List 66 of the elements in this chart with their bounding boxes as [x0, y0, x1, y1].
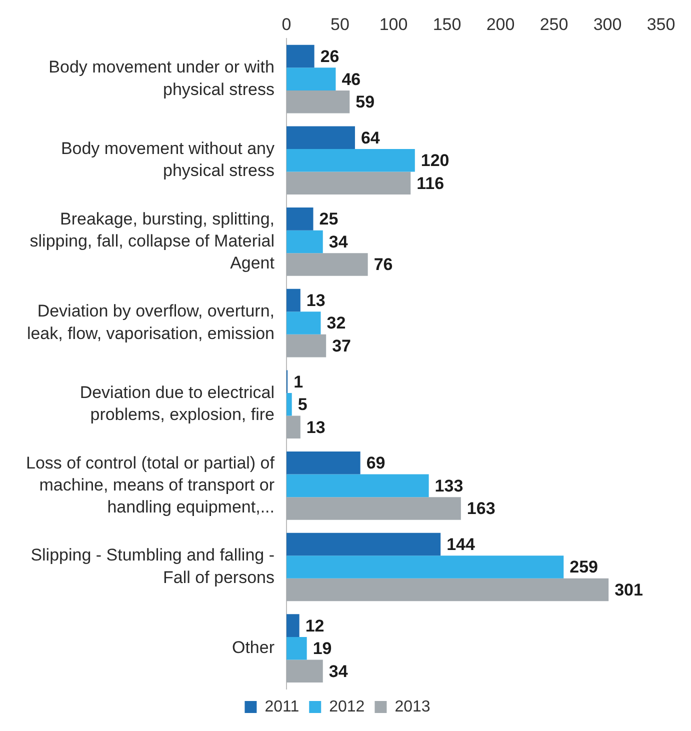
x-tick-label: 300 — [593, 14, 622, 34]
bar — [286, 532, 441, 556]
data-label: 25 — [319, 210, 338, 229]
data-label: 144 — [446, 534, 476, 554]
bar — [286, 334, 326, 358]
y-tick-label: Deviation due to electrical problems, explosion, fire — [80, 383, 274, 424]
y-tick-label: Body movement under or with physical stress — [48, 58, 274, 99]
y-tick-label: Breakage, bursting, splitting, slipping, fall, collapse of Material Agent — [30, 209, 275, 272]
data-label: 19 — [312, 639, 332, 658]
bar — [286, 68, 336, 90]
legend-label: 2012 — [329, 698, 365, 716]
bar — [286, 416, 300, 439]
y-tick-label: Deviation by overflow, overturn, leak, flow, vaporisation, emission — [26, 302, 274, 343]
y-tick-label: Body movement without any physical stress — [60, 139, 275, 180]
legend-label: 2011 — [264, 698, 300, 716]
data-label: 13 — [306, 418, 326, 437]
data-label: 259 — [570, 558, 598, 577]
data-label: 116 — [416, 174, 444, 193]
data-label: 37 — [332, 336, 352, 356]
data-label: 133 — [434, 476, 464, 496]
bar — [286, 208, 314, 230]
bar — [286, 288, 300, 312]
data-label: 76 — [374, 255, 393, 274]
data-label: 64 — [360, 128, 380, 148]
bar — [286, 172, 411, 195]
data-label: 301 — [614, 580, 643, 600]
data-label: 13 — [306, 290, 326, 310]
data-label: 69 — [366, 454, 386, 473]
data-label: 1 — [294, 372, 304, 392]
bar — [286, 474, 429, 498]
bar — [286, 636, 307, 660]
x-tick-label: 0 — [282, 14, 292, 34]
data-label: 163 — [466, 499, 496, 518]
x-tick-label: 50 — [330, 14, 350, 34]
bar — [286, 660, 323, 682]
bar — [286, 253, 368, 276]
y-tick-label: Other — [232, 638, 275, 658]
bar — [286, 392, 292, 416]
data-label: 34 — [328, 232, 348, 252]
data-label: 59 — [356, 92, 375, 112]
bar — [286, 556, 564, 578]
bar — [286, 312, 321, 334]
x-tick-label: 250 — [540, 14, 568, 34]
data-label: 5 — [298, 395, 308, 414]
y-tick-label: Loss of control (total or partial) of machine, means of transport or handling equipment,... — [26, 453, 275, 516]
data-label: 34 — [328, 662, 348, 681]
bar — [286, 44, 314, 68]
bar — [286, 452, 360, 474]
bar — [286, 578, 609, 602]
data-label: 32 — [326, 314, 346, 333]
bar — [286, 614, 300, 637]
legend-label: 2013 — [394, 698, 430, 716]
bar — [286, 126, 355, 149]
bar — [286, 90, 350, 114]
x-tick-label: 200 — [486, 14, 515, 34]
bar — [286, 149, 415, 172]
x-tick-label: 100 — [379, 14, 408, 34]
x-tick-label: 350 — [646, 14, 676, 34]
data-label: 12 — [305, 616, 324, 636]
bar — [286, 230, 323, 254]
bar — [286, 497, 461, 520]
x-tick-label: 150 — [432, 14, 462, 34]
data-label: 120 — [420, 151, 450, 170]
y-tick-label: Slipping - Stumbling and falling - Fall of persons — [30, 546, 274, 587]
data-label: 26 — [320, 46, 340, 66]
data-label: 46 — [342, 70, 361, 89]
